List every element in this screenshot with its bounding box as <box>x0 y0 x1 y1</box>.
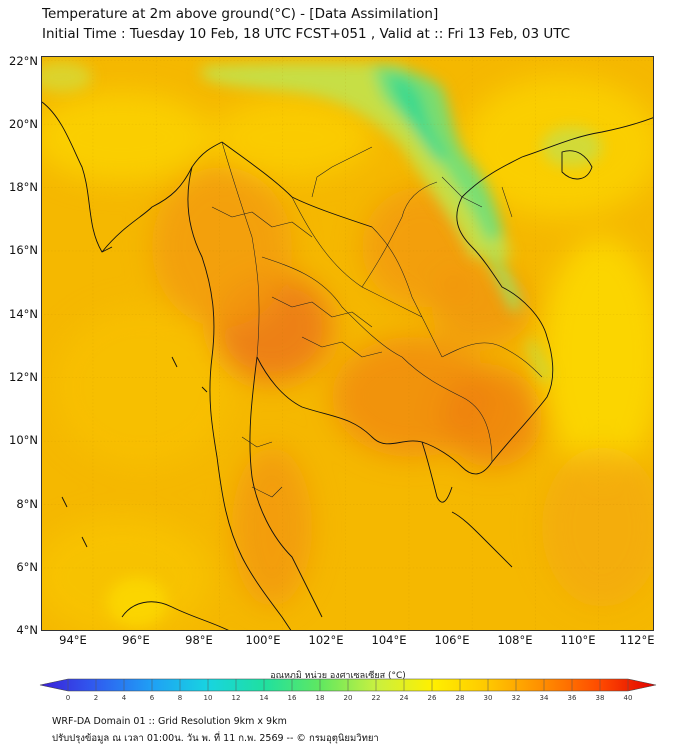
lat-label: 4°N <box>16 623 38 637</box>
footer-update-info: ปรับปรุงข้อมูล ณ เวลา 01:00น. วัน พ. ที่… <box>52 733 379 744</box>
lat-label: 12°N <box>9 370 38 384</box>
lon-label: 110°E <box>560 633 596 647</box>
colorbar-tick-label: 6 <box>149 694 155 702</box>
colorbar-tick-label: 26 <box>427 694 437 702</box>
colorbar-tick-label: 2 <box>93 694 99 702</box>
footer-model-info: WRF-DA Domain 01 :: Grid Resolution 9km … <box>52 716 287 727</box>
lat-label: 16°N <box>9 243 38 257</box>
graticule <box>42 57 653 630</box>
lat-label: 22°N <box>9 54 38 68</box>
lon-label: 102°E <box>308 633 344 647</box>
lat-label: 14°N <box>9 307 38 321</box>
lon-label: 106°E <box>434 633 470 647</box>
colorbar-tick-label: 4 <box>121 694 127 702</box>
map-subtitle: Initial Time : Tuesday 10 Feb, 18 UTC FC… <box>42 26 571 42</box>
coastlines <box>42 101 653 630</box>
colorbar-tick-label: 18 <box>315 694 325 702</box>
colorbar-tick-label: 34 <box>539 694 549 702</box>
lon-label: 98°E <box>185 633 213 647</box>
colorbar-tick-label: 28 <box>455 694 465 702</box>
colorbar <box>39 678 657 692</box>
lon-label: 112°E <box>619 633 655 647</box>
colorbar-tick-label: 20 <box>343 694 353 702</box>
colorbar-tick-label: 30 <box>483 694 493 702</box>
lon-label: 104°E <box>371 633 407 647</box>
colorbar-tick-label: 12 <box>231 694 241 702</box>
lon-label: 94°E <box>59 633 87 647</box>
colorbar-tick-label: 40 <box>623 694 633 702</box>
colorbar-tick-label: 0 <box>65 694 71 702</box>
colorbar-tick-label: 8 <box>177 694 183 702</box>
map-title: Temperature at 2m above ground(°C) - [Da… <box>42 6 439 22</box>
colorbar-tick-label: 32 <box>511 694 521 702</box>
admin-boundaries <box>211 141 543 498</box>
colorbar-tick-label: 38 <box>595 694 605 702</box>
colorbar-tick-label: 36 <box>567 694 577 702</box>
lon-label: 96°E <box>122 633 150 647</box>
lon-label: 100°E <box>245 633 281 647</box>
lat-label: 18°N <box>9 180 38 194</box>
temperature-map <box>41 56 654 631</box>
colorbar-tick-label: 14 <box>259 694 269 702</box>
lat-label: 20°N <box>9 117 38 131</box>
temperature-field <box>42 57 653 630</box>
colorbar-title: อุณหภูมิ หน่วย องศาเซลเซียส (°C) <box>270 671 406 681</box>
lat-label: 10°N <box>9 433 38 447</box>
lat-label: 8°N <box>16 497 38 511</box>
lat-label: 6°N <box>16 560 38 574</box>
colorbar-tick-label: 22 <box>371 694 381 702</box>
lon-label: 108°E <box>497 633 533 647</box>
colorbar-tick-label: 24 <box>399 694 409 702</box>
colorbar-tick-label: 10 <box>203 694 213 702</box>
colorbar-tick-label: 16 <box>287 694 297 702</box>
